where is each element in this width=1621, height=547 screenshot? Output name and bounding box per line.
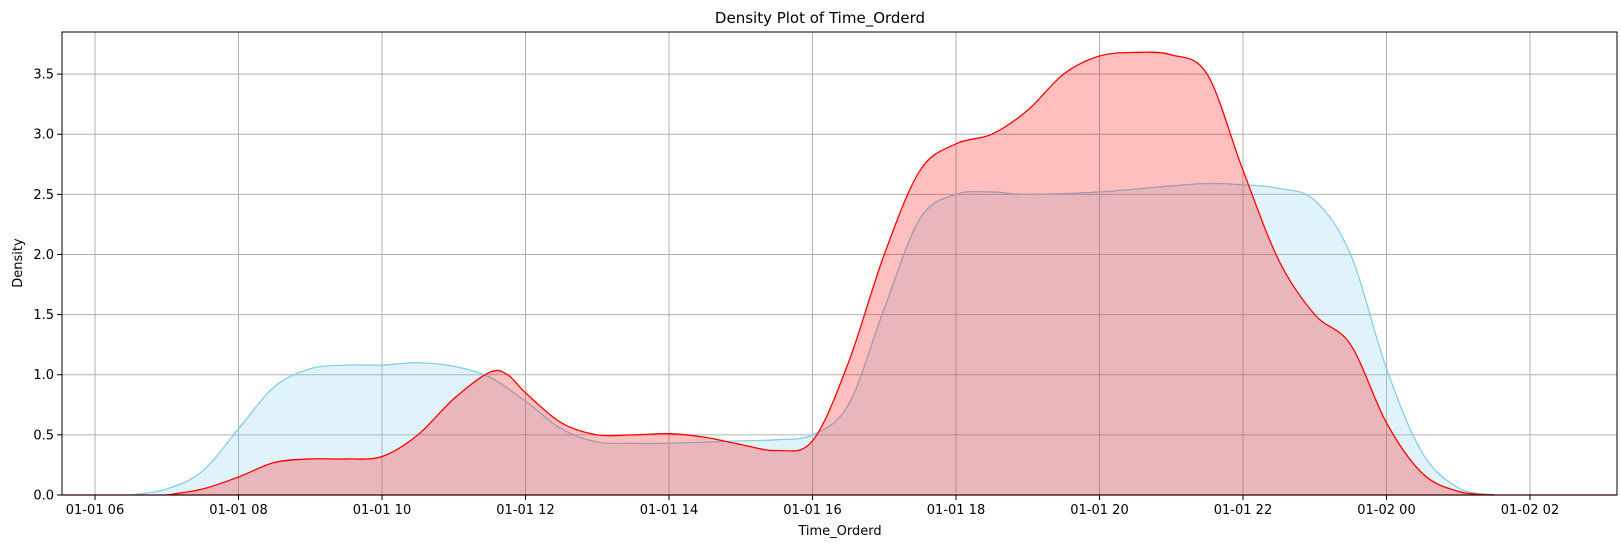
y-tick-label: 0.0 (33, 489, 54, 504)
x-tick-label: 01-01 06 (66, 503, 124, 518)
y-axis-ticks: 0.0 0.5 1.0 1.5 2.0 2.5 3.0 3.5 (33, 68, 62, 504)
x-tick-label: 01-01 20 (1070, 503, 1128, 518)
y-tick-label: 1.5 (33, 308, 54, 323)
plot-frame (61, 31, 1618, 496)
density-series (62, 51, 1617, 496)
x-tick-label: 01-02 02 (1501, 503, 1559, 518)
x-tick-label: 01-01 18 (927, 503, 985, 518)
density-area-0 (130, 183, 1495, 496)
grid-lines (62, 32, 1617, 495)
y-tick-label: 2.0 (33, 248, 54, 263)
x-tick-label: 01-02 00 (1357, 503, 1415, 518)
chart-title: Density Plot of Time_Orderd (715, 9, 925, 28)
x-tick-label: 01-01 14 (640, 503, 698, 518)
density-area-1 (166, 52, 1495, 496)
x-axis-ticks: 01-01 06 01-01 08 01-01 10 01-01 12 01-01 14… (66, 495, 1559, 518)
x-tick-label: 01-01 08 (209, 503, 267, 518)
y-tick-label: 3.5 (33, 68, 54, 83)
density-line-1 (166, 51, 1495, 496)
x-tick-label: 01-01 16 (783, 503, 841, 518)
x-axis-label: Time_Orderd (797, 524, 881, 539)
x-tick-label: 01-01 22 (1214, 503, 1272, 518)
x-tick-label: 01-01 12 (496, 503, 554, 518)
density-line-0 (130, 182, 1495, 496)
y-tick-label: 1.0 (33, 368, 54, 383)
y-axis-label: Density (11, 238, 26, 288)
y-tick-label: 2.5 (33, 188, 54, 203)
y-tick-label: 0.5 (33, 428, 54, 443)
x-tick-label: 01-01 10 (353, 503, 411, 518)
y-tick-label: 3.0 (33, 128, 54, 143)
